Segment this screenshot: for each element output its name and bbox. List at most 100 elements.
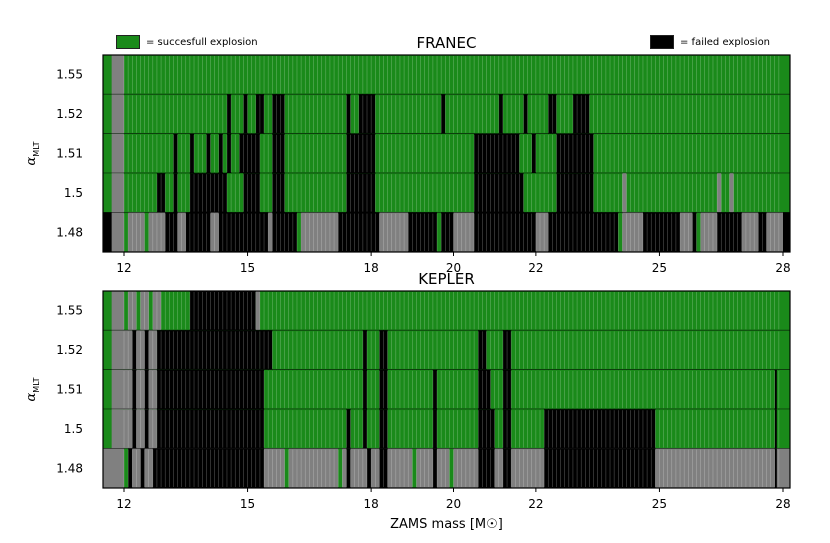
cell-run (132, 369, 137, 410)
cell-run (111, 94, 124, 134)
y-tick-label: 1.51 (56, 147, 83, 161)
cell-run (531, 133, 536, 174)
row-1.48 (103, 448, 790, 489)
row-background (103, 55, 790, 95)
cell-run (239, 133, 260, 174)
cell-run (346, 94, 351, 134)
y-tick-label: 1.52 (56, 107, 83, 121)
row-1.51 (103, 369, 790, 410)
cell-run (152, 448, 157, 488)
cell-run (173, 173, 178, 213)
panel-title: KEPLER (418, 270, 475, 288)
legend-failed-swatch (650, 35, 674, 49)
x-axis-label: ZAMS mass [M☉] (390, 517, 503, 532)
cell-run (622, 212, 643, 252)
cell-run (124, 212, 129, 252)
cell-run (296, 212, 302, 252)
cell-run (453, 212, 475, 252)
cell-run (243, 94, 248, 134)
panel-frame (102, 290, 791, 489)
cell-run (272, 94, 285, 134)
x-tick-label: 12 (116, 497, 131, 511)
row-1.5 (103, 173, 790, 214)
cell-run (111, 133, 124, 174)
cell-run (346, 409, 351, 449)
cell-run (379, 212, 409, 252)
cell-run (618, 212, 623, 252)
legend-failed-label: = failed explosion (680, 36, 771, 48)
cell-run (226, 133, 232, 174)
row-1.48 (103, 212, 790, 253)
cell-run (478, 369, 491, 410)
cell-run (284, 448, 289, 488)
cell-run (346, 448, 351, 488)
cell-run (140, 448, 145, 488)
x-tick-label: 15 (240, 261, 255, 275)
cell-run (226, 94, 232, 134)
cell-run (449, 448, 454, 488)
cell-run (474, 133, 520, 174)
cell-run (259, 330, 273, 370)
cell-run (301, 212, 339, 252)
cell-run (774, 448, 777, 488)
cell-run (111, 55, 124, 95)
panel-0: 1.55 1.52 1.51 1.5 1.48 12 15 18 20 22 25 28 FRANEC α… (24, 34, 791, 275)
cell-run (544, 409, 656, 449)
row-1.52 (103, 330, 790, 371)
cell-run (437, 212, 442, 252)
cell-run (111, 212, 124, 252)
cell-run (272, 173, 285, 213)
cell-run (544, 448, 656, 488)
cell-run (523, 94, 528, 134)
row-1.5 (103, 409, 790, 450)
cell-run (774, 369, 777, 410)
cell-run (132, 409, 137, 449)
x-tick-label: 15 (240, 497, 255, 511)
row-1.55 (103, 55, 790, 95)
cell-run (144, 369, 149, 410)
legend-failed: = failed explosion (650, 35, 770, 49)
row-1.52 (103, 94, 790, 135)
y-tick-label: 1.5 (64, 186, 83, 200)
y-tick-label: 1.52 (56, 343, 83, 357)
cell-run (156, 330, 260, 370)
panel-title: FRANEC (417, 34, 477, 52)
cell-run (346, 133, 376, 174)
row-1.55 (103, 291, 790, 331)
cell-run (535, 212, 549, 252)
cell-run (432, 448, 438, 488)
cell-run (441, 94, 446, 134)
y-tick-label: 1.48 (56, 461, 83, 475)
cell-run (144, 409, 149, 449)
cell-run (338, 448, 343, 488)
x-tick-label: 22 (528, 497, 543, 511)
cell-run (717, 173, 722, 213)
row-1.51 (103, 133, 790, 174)
cell-run (128, 448, 133, 488)
x-tick-label: 20 (446, 261, 461, 275)
legend-success: = succesfull explosion (116, 35, 258, 49)
cell-run (111, 291, 124, 331)
panel-1: 1.55 1.52 1.51 1.5 1.48 12 15 18 20 22 25 28 KEPLER α… (24, 270, 791, 532)
cell-run (622, 173, 627, 213)
cell-run (556, 173, 594, 213)
x-tick-label: 22 (528, 261, 543, 275)
x-tick-label: 12 (116, 261, 131, 275)
cell-run (218, 133, 223, 174)
y-tick-label: 1.55 (56, 304, 83, 318)
panel-frame (102, 54, 791, 253)
cell-run (556, 133, 594, 174)
row-background (103, 94, 790, 134)
x-tick-label: 28 (775, 497, 790, 511)
cell-run (124, 448, 129, 488)
cell-run (362, 369, 368, 410)
y-axis-label: αMLT (24, 377, 41, 401)
cell-run (498, 94, 503, 134)
x-tick-label: 20 (446, 497, 461, 511)
cell-run (346, 173, 376, 213)
x-tick-label: 18 (363, 497, 378, 511)
cell-run (268, 212, 273, 252)
y-tick-label: 1.55 (56, 68, 83, 82)
cell-run (132, 330, 137, 370)
